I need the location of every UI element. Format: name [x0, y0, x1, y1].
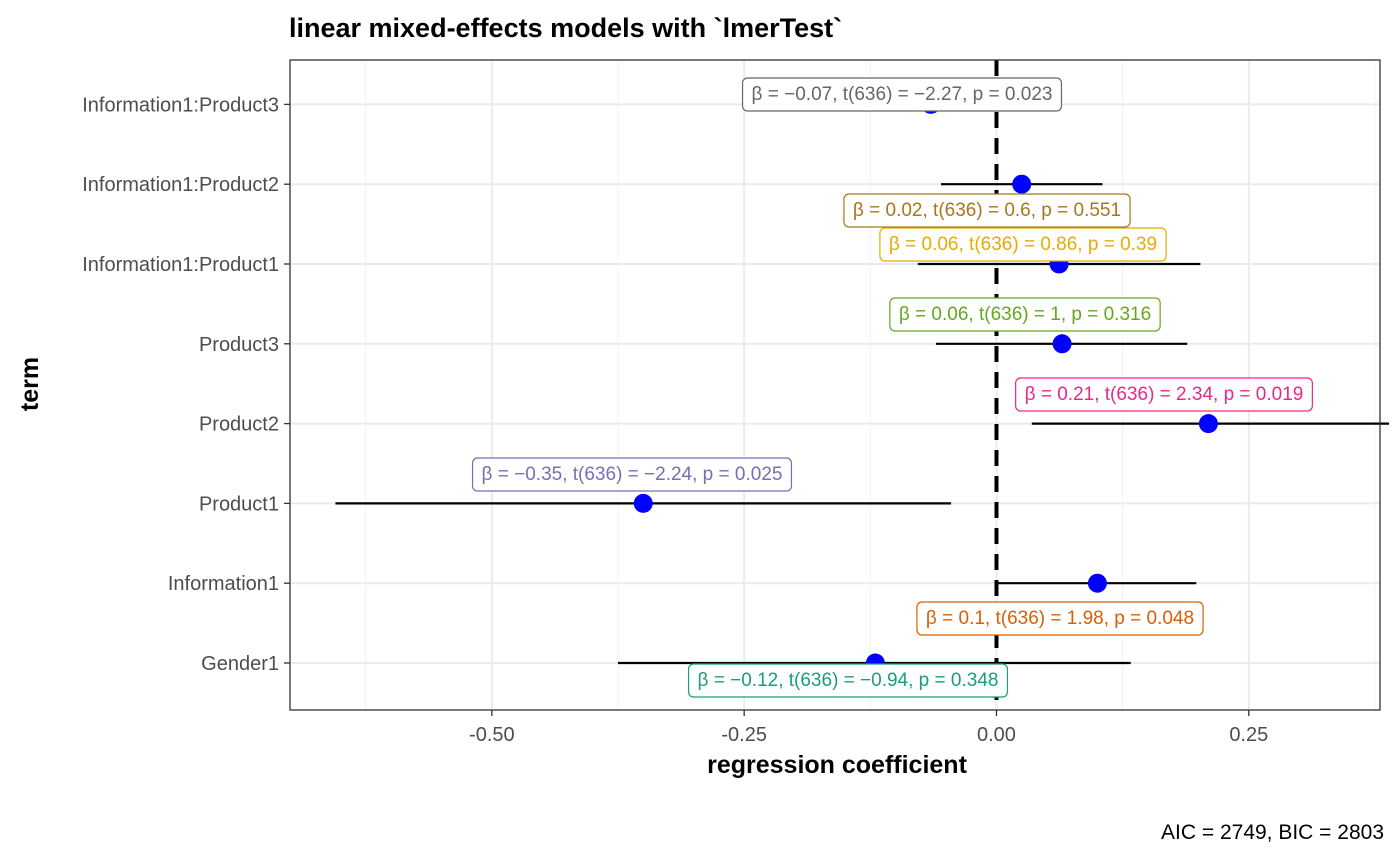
estimate-point	[633, 493, 653, 513]
estimate-label: β = 0.21, t(636) = 2.34, p = 0.019	[1015, 377, 1313, 412]
estimate-label: β = 0.06, t(636) = 0.86, p = 0.39	[879, 227, 1167, 262]
panel-border	[289, 59, 1381, 711]
chart-caption: AIC = 2749, BIC = 2803	[1161, 821, 1384, 844]
estimate-label-box	[1015, 377, 1313, 412]
estimate-label-box	[889, 297, 1161, 332]
estimate-label: β = −0.35, t(636) = −2.24, p = 0.025	[471, 457, 793, 492]
estimate-label-box	[916, 601, 1204, 636]
y-tick-labels: Gender1 Information1 Product1 Product2 Produ…	[82, 94, 290, 675]
estimate-label-box	[843, 193, 1131, 228]
estimate-label: β = 0.1, t(636) = 1.98, p = 0.048	[916, 601, 1204, 636]
estimate-point	[1012, 174, 1032, 194]
estimate-label-text: β = −0.35, t(636) = −2.24, p = 0.025	[482, 464, 783, 485]
estimate-label: β = 0.02, t(636) = 0.6, p = 0.551	[843, 193, 1131, 228]
plot-panel: β = −0.12, t(636) = −0.94, p = 0.348 β = …	[289, 59, 1390, 711]
y-tick-label: Product3	[199, 334, 279, 356]
estimate-label-text: β = 0.06, t(636) = 1, p = 0.316	[899, 304, 1151, 325]
estimate-label-text: β = 0.1, t(636) = 1.98, p = 0.048	[926, 608, 1194, 629]
x-axis-title: regression coefficient	[707, 751, 967, 779]
x-tick-label: 0.00	[977, 724, 1016, 746]
estimate-label-box	[471, 457, 793, 492]
x-tick-labels: -0.50 -0.25 0.00 0.25	[469, 710, 1268, 746]
x-tick-label: -0.50	[469, 724, 515, 746]
estimate-point	[1198, 414, 1218, 434]
estimate-label-text: β = −0.12, t(636) = −0.94, p = 0.348	[698, 670, 999, 691]
x-tick-label: -0.25	[721, 724, 767, 746]
estimate-label-text: β = −0.07, t(636) = −2.27, p = 0.023	[752, 84, 1053, 105]
estimate-label: β = −0.07, t(636) = −2.27, p = 0.023	[741, 77, 1063, 112]
x-tick-label: 0.25	[1229, 724, 1268, 746]
estimate-label: β = 0.06, t(636) = 1, p = 0.316	[889, 297, 1161, 332]
estimate-label-text: β = 0.21, t(636) = 2.34, p = 0.019	[1025, 384, 1304, 405]
estimate-point	[1052, 334, 1072, 354]
estimate-point	[1087, 573, 1107, 593]
estimate-label-text: β = 0.02, t(636) = 0.6, p = 0.551	[853, 200, 1121, 221]
y-tick-label: Product2	[199, 414, 279, 436]
chart-title: linear mixed-effects models with `lmerTe…	[289, 13, 842, 43]
y-tick-label: Information1	[168, 573, 279, 595]
estimate-label-text: β = 0.06, t(636) = 0.86, p = 0.39	[889, 234, 1157, 255]
y-axis-title: term	[16, 357, 44, 411]
y-tick-label: Product1	[199, 493, 279, 515]
estimate-label-box	[741, 77, 1063, 112]
estimate-label: β = −0.12, t(636) = −0.94, p = 0.348	[687, 663, 1009, 698]
y-tick-label: Gender1	[201, 653, 279, 675]
estimate-label-box	[879, 227, 1167, 262]
y-tick-label: Information1:Product3	[82, 94, 279, 116]
y-tick-label: Information1:Product2	[82, 174, 279, 196]
estimate-label-box	[687, 663, 1009, 698]
y-tick-label: Information1:Product1	[82, 254, 279, 276]
